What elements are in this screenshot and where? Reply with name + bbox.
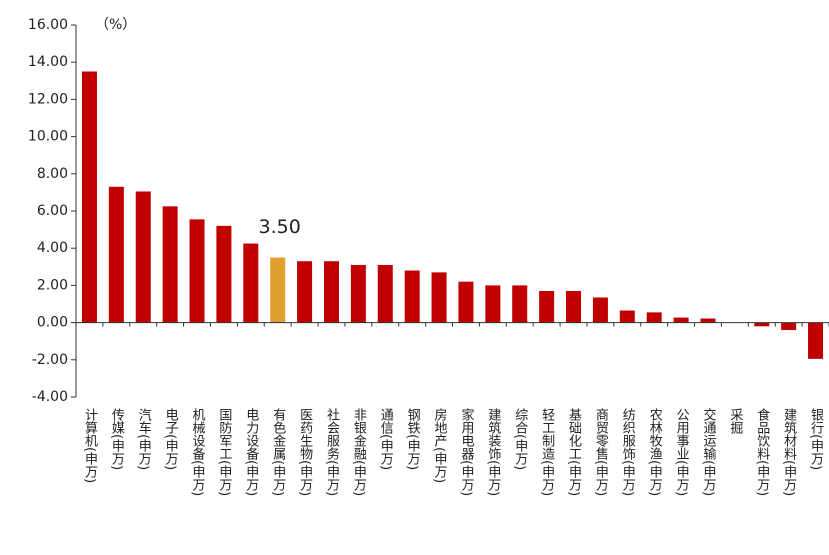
x-tick-label: 计算机(申万) (82, 408, 98, 483)
bar (323, 261, 339, 323)
bar (673, 317, 689, 323)
x-tick-label: 公用事业(申万) (674, 408, 690, 496)
x-tick-label: 非银金融(申万) (351, 408, 367, 496)
bar (350, 264, 366, 323)
x-tick-label: 机械设备(申万) (190, 408, 206, 496)
bar (458, 281, 474, 323)
x-tick-label: 银行(申万) (808, 408, 824, 470)
bar (270, 257, 286, 323)
y-tick-label: -2.00 (32, 352, 68, 368)
y-tick-label: 2.00 (37, 277, 68, 293)
y-tick-label: 10.00 (28, 129, 68, 145)
bar (108, 186, 124, 323)
x-tick-label: 采掘 (727, 408, 743, 434)
bar (619, 310, 635, 323)
bar (512, 285, 528, 323)
bar (404, 270, 420, 323)
x-tick-label: 电力设备(申万) (243, 408, 259, 496)
x-tick-label: 房地产(申万) (432, 407, 448, 483)
bar (754, 322, 770, 327)
x-tick-label: 通信(申万) (378, 408, 394, 470)
bar (216, 225, 232, 323)
y-tick-label: 8.00 (37, 166, 68, 182)
bar (297, 261, 313, 323)
bar (566, 290, 582, 323)
x-tick-label: 国防军工(申万) (216, 408, 232, 496)
x-tick-label: 基础化工(申万) (566, 408, 582, 496)
x-tick-label: 社会服务(申万) (324, 407, 340, 496)
bar (808, 322, 824, 359)
x-tick-label: 综合(申万) (512, 408, 528, 470)
bar (243, 243, 259, 323)
bar (646, 312, 662, 323)
bar (592, 297, 608, 323)
x-tick-label: 商贸零售(申万) (593, 408, 609, 496)
x-tick-label: 有色金属(申万) (270, 408, 286, 496)
bar (135, 191, 151, 323)
bar (162, 206, 178, 323)
x-tick-label: 建筑材料(申万) (781, 408, 797, 496)
x-tick-label: 建筑装饰(申万) (485, 408, 501, 496)
x-tick-label: 交通运输(申万) (700, 407, 716, 496)
x-tick-label: 家用电器(申万) (458, 407, 474, 496)
x-tick-label: 医药生物(申万) (297, 408, 313, 496)
y-axis-label: （%） (95, 17, 136, 33)
bar (539, 290, 555, 323)
y-tick-label: 12.00 (28, 91, 68, 107)
bar (431, 272, 447, 323)
x-tick-label: 农林牧渔(申万) (647, 408, 663, 496)
y-tick-label: 6.00 (37, 203, 68, 219)
y-tick-label: 16.00 (28, 17, 68, 33)
x-tick-label: 电子(申万) (163, 408, 179, 470)
y-tick-label: 0.00 (37, 315, 68, 331)
x-tick-label: 轻工制造(申万) (539, 408, 555, 496)
bar (81, 71, 97, 323)
data-label: 3.50 (259, 216, 301, 238)
x-tick-label: 钢铁(申万) (405, 408, 421, 470)
x-tick-label: 纺织服饰(申万) (620, 408, 636, 496)
x-tick-label: 传媒(申万) (109, 408, 125, 470)
bar (700, 318, 716, 323)
bar (781, 322, 797, 331)
y-tick-label: -4.00 (32, 389, 68, 405)
y-tick-label: 14.00 (28, 54, 68, 70)
x-tick-label: 食品饮料(申万) (754, 407, 770, 496)
bar (485, 285, 501, 323)
x-tick-label: 汽车(申万) (136, 408, 152, 470)
bar (189, 219, 205, 323)
y-tick-label: 4.00 (37, 240, 68, 256)
bar (377, 264, 393, 323)
